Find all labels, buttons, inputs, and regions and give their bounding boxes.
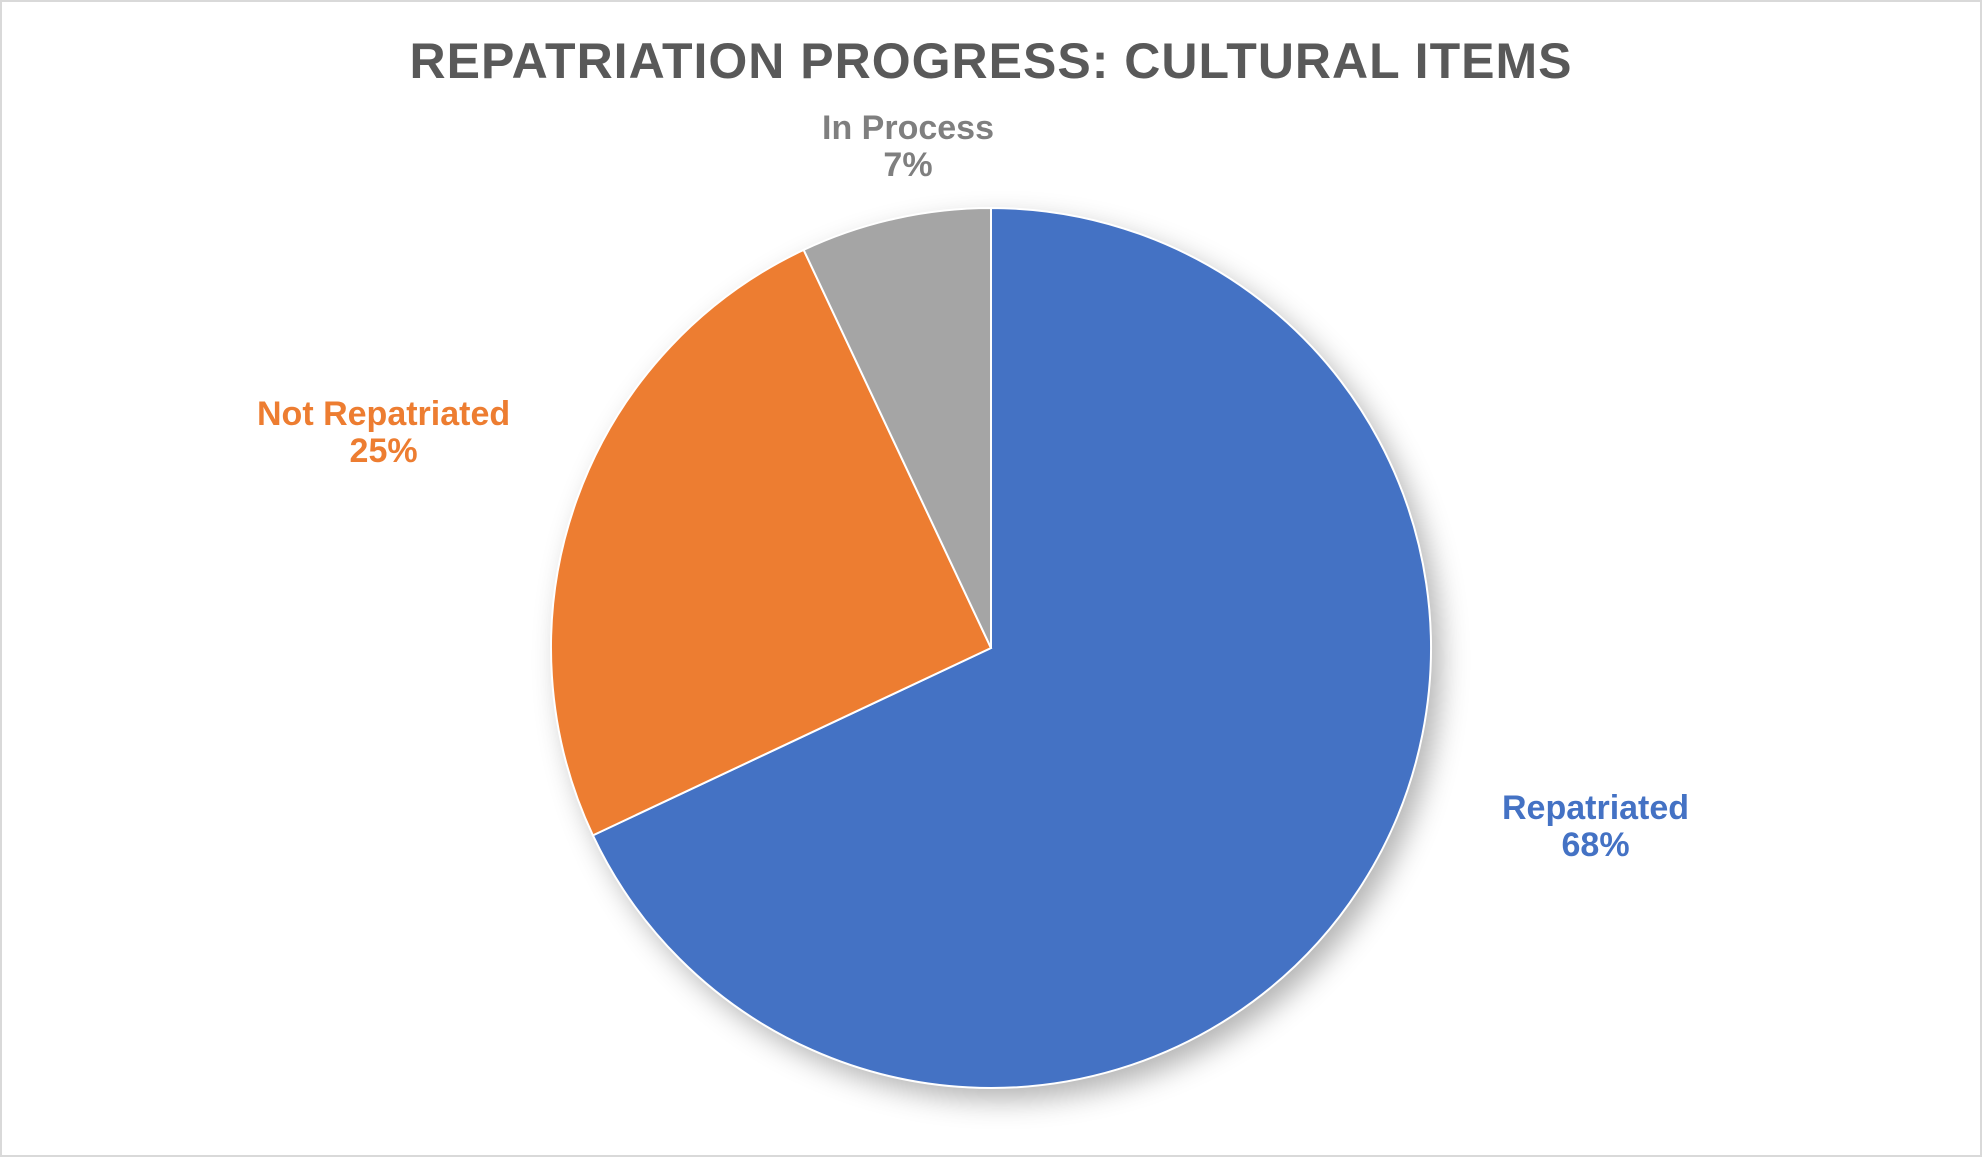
label-in-process: In Process7%: [822, 110, 994, 185]
label-percent: 68%: [1502, 827, 1689, 864]
label-not-repatriated: Not Repatriated25%: [257, 396, 510, 471]
label-text: In Process: [822, 110, 994, 147]
label-repatriated: Repatriated68%: [1502, 790, 1689, 865]
label-percent: 7%: [822, 147, 994, 184]
label-text: Not Repatriated: [257, 396, 510, 433]
label-text: Repatriated: [1502, 790, 1689, 827]
chart-title: REPATRIATION PROGRESS: CULTURAL ITEMS: [2, 32, 1980, 90]
pie-chart: [551, 208, 1431, 1088]
pie-svg: [551, 208, 1431, 1088]
chart-frame: REPATRIATION PROGRESS: CULTURAL ITEMS Re…: [0, 0, 1982, 1157]
label-percent: 25%: [257, 433, 510, 470]
